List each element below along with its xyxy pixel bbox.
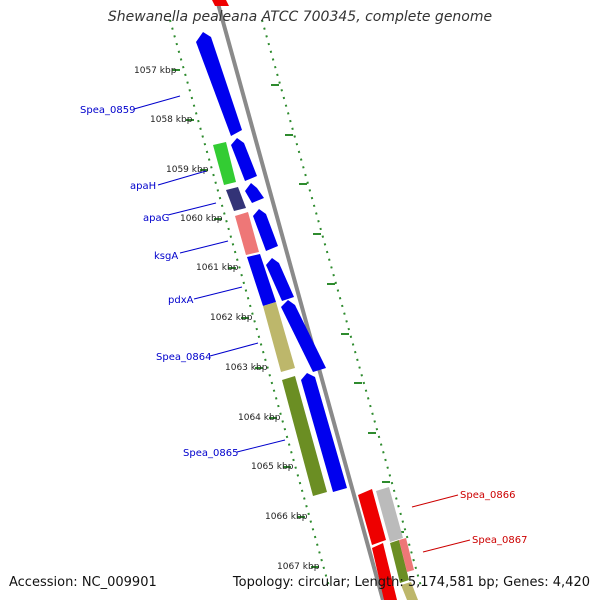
tick-label: 1067 kbp (277, 562, 320, 572)
gene-apah[interactable] (213, 142, 236, 185)
gene-label-spea-0865[interactable]: Spea_0865 (183, 448, 238, 459)
gene-pdxa[interactable] (247, 254, 276, 306)
gene-label-ksga[interactable]: ksgA (154, 251, 178, 262)
gene-label-apag[interactable]: apaG (143, 213, 169, 224)
gene-spea-0859[interactable] (196, 32, 242, 136)
gene-label-spea-0866[interactable]: Spea_0866 (460, 490, 515, 501)
left-gene-labels: Spea_0859 apaH apaG ksgA pdxA Spea_0864 … (80, 95, 286, 459)
genome-title: Shewanella pealeana ATCC 700345, complet… (107, 9, 493, 25)
accession-text: Accession: NC_009901 (9, 575, 157, 590)
reverse-strand-genes (213, 142, 327, 496)
gene-spea-0867-olive[interactable] (390, 540, 409, 583)
topology-text: Topology: circular; Length: 5,174,581 bp… (232, 575, 590, 590)
right-dotted-guide (261, 19, 423, 591)
right-major-ticks (271, 84, 404, 533)
tick-label: 1065 kbp (251, 462, 294, 472)
gene-spea-0864[interactable] (263, 302, 295, 372)
gene-ksga-fwd[interactable] (253, 209, 278, 251)
right-gene-labels: Spea_0866 Spea_0867 (411, 490, 527, 553)
tick-label: 1063 kbp (225, 363, 268, 373)
gene-label-spea-0864[interactable]: Spea_0864 (156, 352, 211, 363)
tick-label: 1057 kbp (134, 66, 177, 76)
gene-label-apah[interactable]: apaH (130, 181, 156, 192)
right-side-genes (358, 487, 418, 600)
gene-top-fragment[interactable] (212, 0, 229, 6)
tick-label: 1064 kbp (238, 413, 281, 423)
gene-spea-0866-red[interactable] (358, 489, 386, 545)
gene-spea-0867-pink[interactable] (399, 538, 414, 572)
gene-spea-0866-gray[interactable] (376, 487, 403, 542)
tick-labels: 1057 kbp 1058 kbp 1059 kbp 1060 kbp 1061… (134, 66, 320, 572)
gene-spea-0865-fwd[interactable] (301, 373, 347, 492)
gene-label-spea-0867[interactable]: Spea_0867 (472, 535, 527, 546)
genome-backbone (215, 0, 385, 600)
gene-apag-fwd[interactable] (245, 183, 264, 203)
gene-label-pdxa[interactable]: pdxA (168, 295, 194, 306)
tick-label: 1062 kbp (210, 313, 253, 323)
tick-label: 1061 kbp (196, 263, 239, 273)
gene-spea-0864-fwd[interactable] (281, 300, 326, 372)
tick-label: 1066 kbp (265, 512, 308, 522)
gene-spea-0867-khaki[interactable] (401, 582, 418, 600)
gene-pdxa-fwd[interactable] (266, 258, 294, 301)
forward-strand-genes (196, 32, 347, 492)
gene-label-spea-0859[interactable]: Spea_0859 (80, 105, 135, 116)
gene-spea-0865[interactable] (282, 376, 327, 496)
gene-spea-0867-red[interactable] (372, 543, 397, 600)
gene-apah-fwd[interactable] (231, 138, 257, 181)
gene-apag[interactable] (226, 187, 246, 211)
gene-ksga[interactable] (235, 212, 259, 255)
tick-label: 1058 kbp (150, 115, 193, 125)
tick-label: 1060 kbp (180, 214, 223, 224)
tick-label: 1059 kbp (166, 165, 209, 175)
left-dotted-guide (169, 19, 331, 591)
left-major-ticks (172, 69, 319, 568)
